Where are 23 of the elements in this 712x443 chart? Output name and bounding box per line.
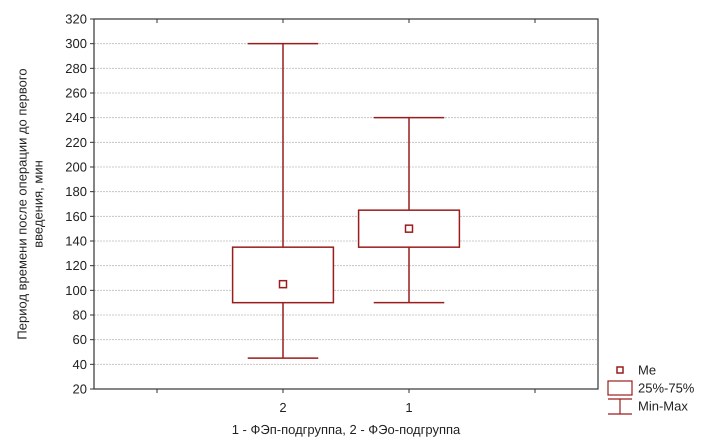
y-tick-label: 320 — [65, 12, 87, 27]
y-tick-label: 220 — [65, 134, 87, 150]
y-axis-title: Период времени после операции до первого введения, мин — [14, 68, 46, 340]
text: 25%-75% — [638, 380, 695, 396]
y-tick-label: 20 — [72, 382, 87, 397]
y-tick-label: 80 — [72, 308, 87, 323]
x-axis-title: 1 - ФЭп-подгруппа, 2 - ФЭо-подгруппа — [232, 422, 462, 437]
y-tick-label: 100 — [65, 282, 87, 298]
y-tick-label: 120 — [65, 258, 87, 274]
y-tick-label: 40 — [72, 356, 87, 372]
y-tick-label: 260 — [65, 86, 87, 101]
text: Min-Max — [638, 398, 688, 414]
y-tick-label: 240 — [65, 110, 87, 126]
y-tick-label: 300 — [65, 36, 87, 52]
text: Me — [638, 362, 656, 378]
y-tick-label: 60 — [72, 332, 87, 348]
y-tick-label: 200 — [65, 160, 87, 175]
y-tick-label: 140 — [65, 234, 87, 249]
y-tick-label: 180 — [65, 184, 87, 200]
y-tick-label: 160 — [65, 208, 87, 224]
x-tick-label: 2 — [279, 400, 287, 415]
x-tick-label: 1 — [405, 400, 413, 415]
y-tick-label: 280 — [65, 60, 87, 76]
